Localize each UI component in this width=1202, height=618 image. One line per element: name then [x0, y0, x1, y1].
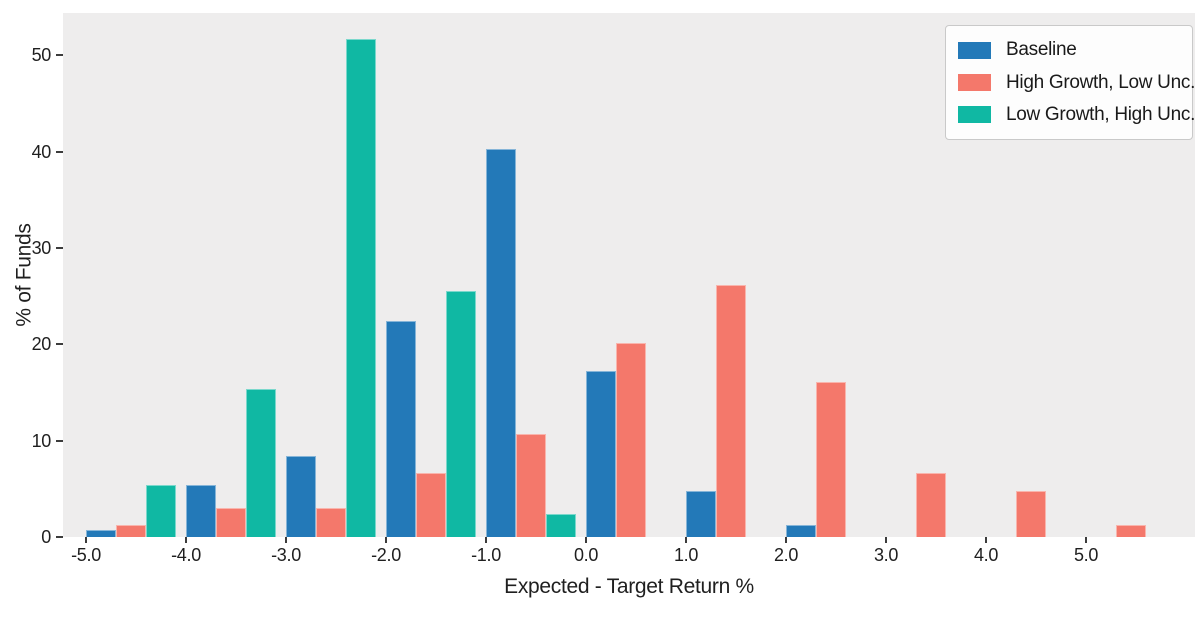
bar-series0-bin4 [486, 148, 516, 537]
x-tick-label: 2.0 [773, 545, 799, 565]
bar-series1-bin4 [516, 433, 546, 537]
legend-item-0: Baseline [958, 39, 1180, 61]
x-tick-mark [385, 537, 387, 543]
legend-swatch [958, 74, 991, 91]
bar-series0-bin1 [186, 485, 216, 537]
x-axis-label: Expected - Target Return % [504, 575, 754, 598]
legend-item-2: Low Growth, High Unc. [958, 104, 1195, 126]
x-tick-label: -4.0 [171, 545, 201, 565]
y-axis-label: % of Funds [12, 223, 36, 327]
legend-label: High Growth, Low Unc. [1006, 71, 1196, 93]
x-tick-mark [1085, 537, 1087, 543]
bar-series0-bin2 [286, 456, 316, 537]
bar-series1-bin2 [316, 508, 346, 537]
x-tick-mark [585, 537, 587, 543]
bar-series1-bin9 [1016, 490, 1046, 537]
y-tick-mark [56, 150, 63, 153]
x-tick-mark [285, 537, 287, 543]
legend: Baseline High Growth, Low Unc. Low Growth,… [945, 25, 1195, 140]
y-tick-label: 30 [31, 238, 52, 258]
x-tick-mark [185, 537, 187, 543]
y-tick-mark [56, 54, 63, 57]
y-tick-label: 0 [41, 527, 51, 547]
x-tick-mark [785, 537, 787, 543]
bar-series0-bin3 [386, 321, 416, 537]
bar-series2-bin3 [446, 291, 476, 537]
legend-label: Baseline [1006, 39, 1077, 61]
bar-series2-bin4 [546, 513, 576, 537]
x-tick-mark [485, 537, 487, 543]
x-tick-mark [85, 537, 87, 543]
bar-series0-bin6 [686, 490, 716, 537]
bar-series2-bin2 [346, 39, 376, 537]
bar-series0-bin7 [786, 524, 816, 537]
bar-series0-bin5 [586, 371, 616, 537]
bar-series0-bin0 [86, 530, 116, 537]
x-tick-label: -1.0 [471, 545, 501, 565]
bar-series2-bin0 [146, 485, 176, 537]
x-tick-label: 4.0 [973, 545, 999, 565]
y-tick-mark [56, 536, 63, 538]
x-tick-label: -5.0 [71, 545, 101, 565]
bar-series2-bin1 [246, 388, 276, 537]
legend-swatch [958, 106, 991, 124]
bar-series1-bin5 [616, 343, 646, 537]
y-tick-label: 10 [31, 430, 52, 451]
x-tick-label: 5.0 [1073, 545, 1099, 565]
x-tick-mark [985, 537, 987, 543]
y-tick-mark [56, 343, 63, 346]
y-tick-label: 50 [31, 45, 52, 66]
x-tick-label: 0.0 [573, 545, 599, 565]
y-tick-label: 20 [31, 334, 52, 355]
y-tick-mark [56, 439, 63, 442]
legend-swatch [958, 41, 991, 59]
x-tick-label: -3.0 [271, 545, 301, 565]
bar-series1-bin8 [916, 472, 946, 537]
bar-series1-bin0 [116, 524, 146, 537]
x-tick-label: 1.0 [673, 545, 699, 565]
y-tick-label: 40 [31, 141, 52, 162]
x-tick-label: 3.0 [873, 545, 899, 565]
x-tick-mark [885, 537, 887, 543]
bar-series1-bin1 [216, 508, 246, 537]
legend-item-1: High Growth, Low Unc. [958, 72, 1195, 94]
bar-series1-bin3 [416, 472, 446, 537]
x-tick-label: -2.0 [371, 545, 401, 565]
bar-series1-bin7 [816, 381, 846, 537]
bar-series1-bin10 [1116, 524, 1146, 537]
x-tick-mark [685, 537, 687, 543]
y-tick-mark [56, 247, 63, 249]
bar-series1-bin6 [716, 284, 746, 537]
legend-label: Low Growth, High Unc. [1006, 103, 1196, 125]
